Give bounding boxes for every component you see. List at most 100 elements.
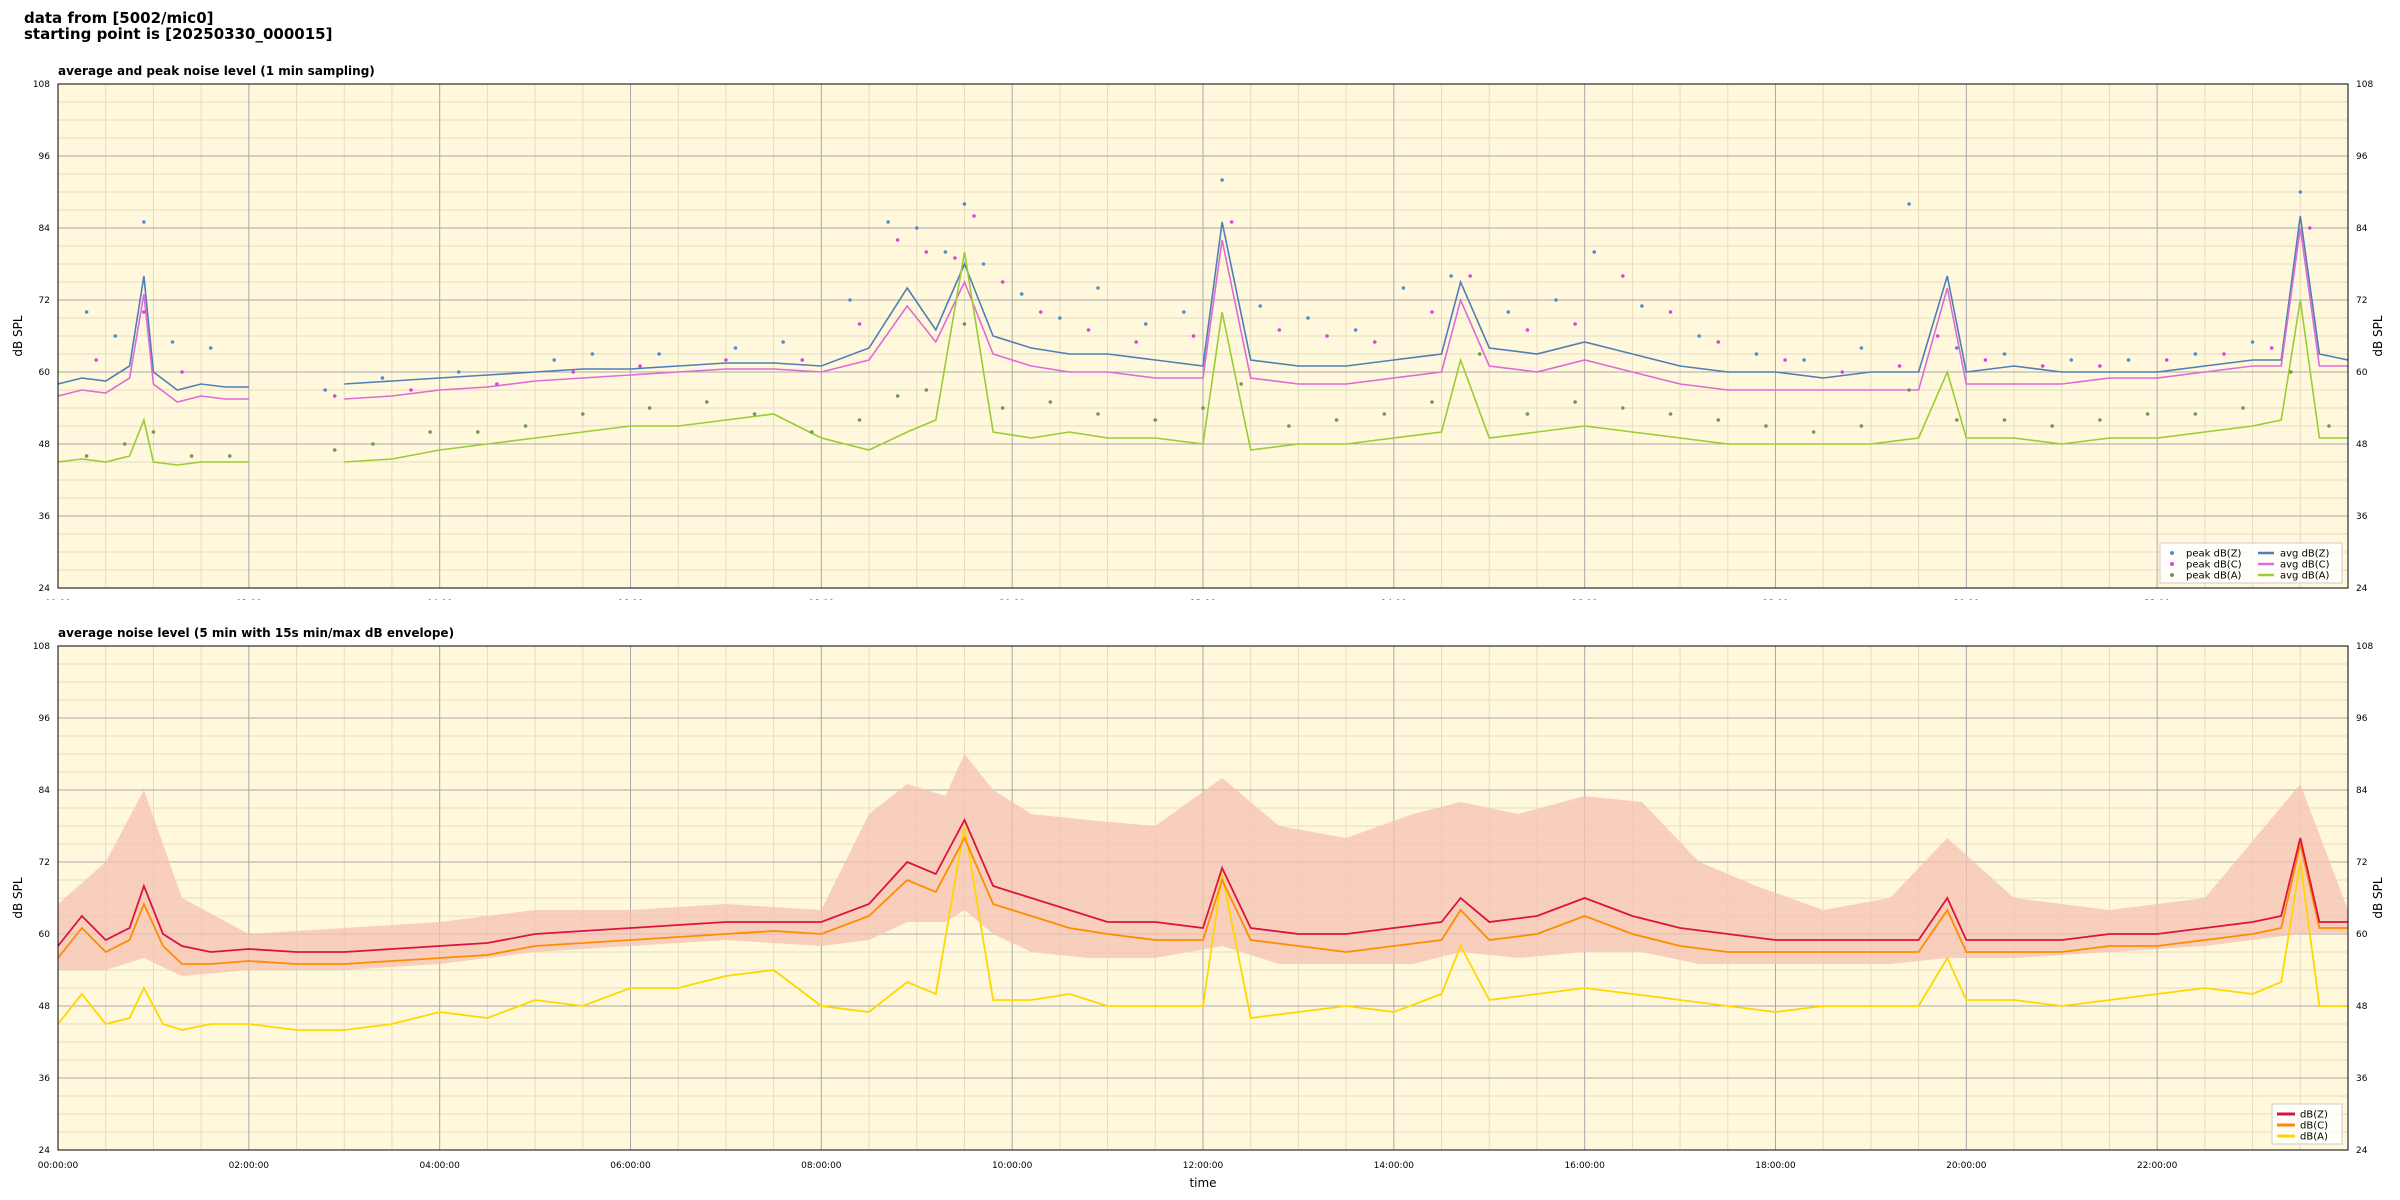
data-point-peakdbc (924, 250, 929, 254)
chart-peak-average: 24 24 36 36 48 48 60 60 72 72 84 84 96 96 108 108 00:00 0… (11, 64, 2385, 600)
data-point-peakdbc (1000, 280, 1005, 284)
legend-marker (2170, 551, 2174, 555)
data-point-peakdbz (380, 376, 385, 380)
x-tick-label: 14:00:00 (1374, 1161, 1415, 1171)
data-point-peakdbz (1258, 304, 1263, 308)
data-point-peakdbz (1907, 202, 1911, 206)
data-point-peakdbz (1058, 316, 1062, 320)
data-point-peakdbz (84, 310, 89, 314)
data-point-peakdba (1954, 418, 1959, 422)
y-tick-label-right: 48 (2356, 1002, 2368, 1012)
legend: dB(Z)dB(C)dB(A) (2271, 1103, 2343, 1145)
data-point-peakdbz (1401, 286, 1406, 290)
data-point-peakdba (1287, 424, 1291, 428)
data-point-peakdbc (409, 388, 413, 392)
page-header: data from [5002/mic0] starting point is … (24, 10, 332, 42)
x-tick-label: 00:00 (45, 599, 71, 600)
y-tick-label-right: 60 (2356, 368, 2368, 378)
data-point-peakdba (523, 424, 528, 428)
data-point-peakdbz (1143, 322, 1148, 326)
data-point-peakdbc (1134, 340, 1139, 344)
data-point-peakdba (189, 454, 194, 458)
data-point-peakdba (1621, 406, 1625, 410)
x-tick-label: 18:00 (1763, 599, 1789, 600)
data-point-peakdbz (914, 226, 919, 230)
y-tick-label-left: 36 (39, 512, 51, 522)
data-point-peakdbz (2002, 352, 2007, 356)
data-point-peakdba (151, 430, 156, 434)
data-point-peakdbz (886, 220, 890, 224)
data-point-peakdbz (456, 370, 461, 374)
data-point-peakdbc (94, 358, 98, 362)
y-tick-label-right: 36 (2356, 512, 2368, 522)
data-point-peakdbz (1802, 358, 1806, 362)
data-point-peakdbz (323, 388, 327, 392)
data-point-peakdbz (170, 340, 175, 344)
data-point-peakdba (809, 430, 814, 434)
data-point-peakdbz (1592, 250, 1597, 254)
data-point-peakdbz (1449, 274, 1453, 278)
data-point-peakdbz (943, 250, 948, 254)
data-point-peakdbc (2164, 358, 2169, 362)
legend-entry: avg dB(A) (2280, 571, 2330, 582)
x-tick-label: 00:00:00 (38, 1161, 79, 1171)
x-tick-label: 16:00:00 (1564, 1161, 1605, 1171)
data-point-peakdbz (208, 346, 213, 350)
data-point-peakdbz (848, 298, 852, 302)
y-tick-label-right: 108 (2356, 80, 2373, 90)
data-point-peakdbz (2126, 358, 2131, 362)
data-point-peakdba (1239, 382, 1243, 386)
data-point-peakdba (647, 406, 652, 410)
plot-border (57, 645, 2349, 1151)
data-point-peakdba (84, 454, 89, 458)
x-tick-label: 06:00 (618, 599, 644, 600)
series-line-dbc (57, 835, 2348, 965)
legend-entry: peak dB(A) (2186, 571, 2242, 582)
y-axis-label-left: dB SPL (11, 877, 25, 919)
data-point-peakdba (1525, 412, 1530, 416)
data-point-peakdbc (180, 370, 184, 374)
data-point-peakdbc (1038, 310, 1043, 314)
data-point-peakdba (1811, 430, 1816, 434)
data-point-peakdbz (962, 202, 967, 206)
series-line-dbz (57, 817, 2348, 953)
header-source: data from [5002/mic0] (24, 9, 214, 27)
data-point-peakdbz (733, 346, 738, 350)
data-point-peakdbz (142, 220, 146, 224)
data-point-peakdba (924, 388, 929, 392)
data-point-peakdbz (113, 334, 118, 338)
data-point-peakdba (2241, 406, 2245, 410)
data-point-peakdba (895, 394, 900, 398)
x-tick-label: 10:00 (999, 599, 1025, 600)
data-point-peakdbc (972, 214, 976, 218)
data-point-peakdbc (1621, 274, 1625, 278)
data-point-peakdba (1153, 418, 1158, 422)
data-point-peakdba (2193, 412, 2198, 416)
x-tick-label: 22:00:00 (2137, 1161, 2178, 1171)
y-tick-label-right: 60 (2356, 930, 2368, 940)
data-point-peakdbc (1840, 370, 1845, 374)
data-point-peakdba (1096, 412, 1100, 416)
data-point-peakdba (1334, 418, 1339, 422)
legend: peak dB(Z)peak dB(C)peak dB(A)avg dB(Z)a… (2159, 542, 2343, 584)
x-tick-label: 14:00 (1381, 599, 1407, 600)
data-point-peakdba (1668, 412, 1673, 416)
y-tick-label-right: 72 (2356, 296, 2367, 306)
data-point-peakdbz (1353, 328, 1358, 332)
legend-entry: avg dB(Z) (2280, 549, 2330, 560)
x-tick-label: 12:00 (1190, 599, 1216, 600)
data-point-peakdbc (2269, 346, 2274, 350)
data-point-peakdbz (1697, 334, 1701, 338)
data-point-peakdbc (1525, 328, 1530, 332)
series-line-avgdbc (57, 227, 2348, 403)
y-tick-label-left: 36 (39, 1074, 51, 1084)
legend-entry: avg dB(C) (2280, 560, 2330, 571)
data-point-peakdbz (781, 340, 785, 344)
data-point-peakdbz (590, 352, 595, 356)
y-tick-label-left: 96 (39, 714, 51, 724)
data-point-peakdbc (1935, 334, 1940, 338)
y-axis-label-right: dB SPL (2371, 877, 2385, 919)
data-point-peakdbc (1468, 274, 1472, 278)
data-point-peakdba (2145, 412, 2150, 416)
x-tick-label: 04:00:00 (419, 1161, 460, 1171)
